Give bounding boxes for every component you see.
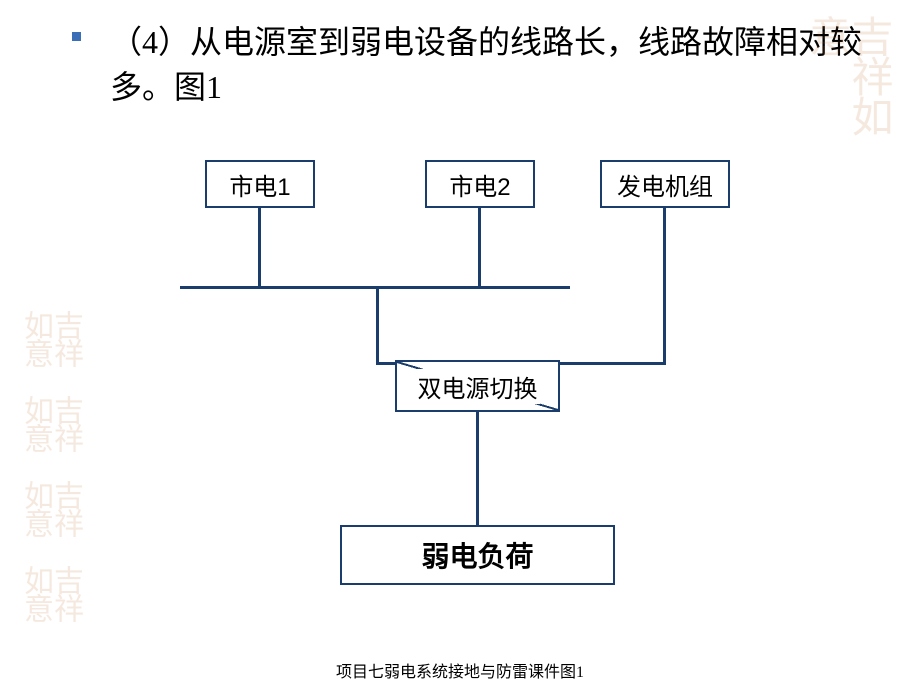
box-switch: 双电源切换 <box>395 360 560 412</box>
caption-figure: 图1 <box>560 664 584 681</box>
box-generator-label: 发电机组 <box>617 167 713 202</box>
power-diagram: 市电1 市电2 发电机组 双电源切换 弱电负荷 <box>0 145 920 645</box>
line-generator-down <box>663 208 666 365</box>
box-load-label: 弱电负荷 <box>421 535 533 575</box>
box-switch-label: 双电源切换 <box>416 369 540 404</box>
box-power2: 市电2 <box>425 160 535 208</box>
bullet-content: （4）从电源室到弱电设备的线路长，线路故障相对较多。图1 <box>110 20 880 110</box>
box-generator: 发电机组 <box>600 160 730 208</box>
line-switch-to-load <box>476 412 479 527</box>
line-power2-down <box>478 208 481 288</box>
box-load: 弱电负荷 <box>340 525 615 585</box>
caption-prefix: 项目七弱电系统接地与防雷课件 <box>336 664 560 681</box>
line-power1-down <box>258 208 261 288</box>
line-bus-to-join <box>376 286 379 364</box>
box-power1-label: 市电1 <box>229 167 290 202</box>
bullet-text-block: （4）从电源室到弱电设备的线路长，线路故障相对较多。图1 <box>70 20 880 110</box>
box-power1: 市电1 <box>205 160 315 208</box>
footer-caption: 项目七弱电系统接地与防雷课件图1 <box>0 658 920 682</box>
box-power2-label: 市电2 <box>449 167 510 202</box>
line-busbar <box>180 286 570 289</box>
